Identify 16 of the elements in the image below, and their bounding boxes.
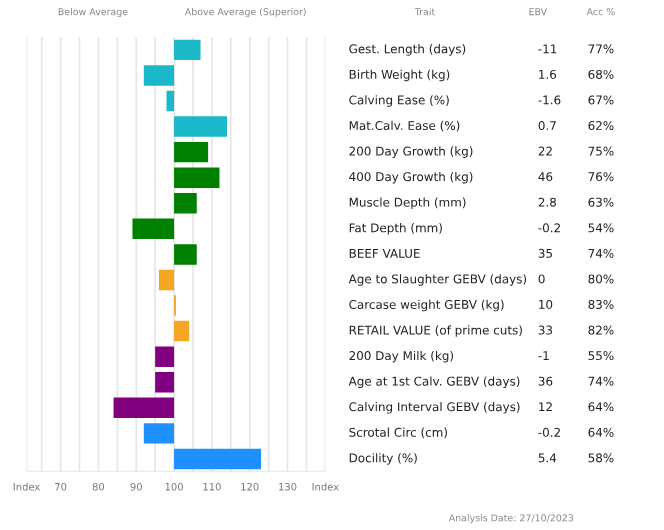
bar (143, 423, 175, 444)
bar (174, 320, 190, 342)
bar (174, 141, 209, 163)
bar (174, 167, 220, 188)
bar (166, 90, 175, 112)
bar (174, 193, 197, 214)
bar (174, 116, 228, 137)
bar (158, 269, 175, 291)
bar (174, 39, 201, 61)
bar (174, 448, 262, 470)
bar (155, 346, 175, 367)
bar (155, 372, 175, 393)
bar (132, 218, 175, 240)
bar (113, 397, 175, 419)
bar (143, 65, 175, 86)
bar (174, 244, 197, 265)
